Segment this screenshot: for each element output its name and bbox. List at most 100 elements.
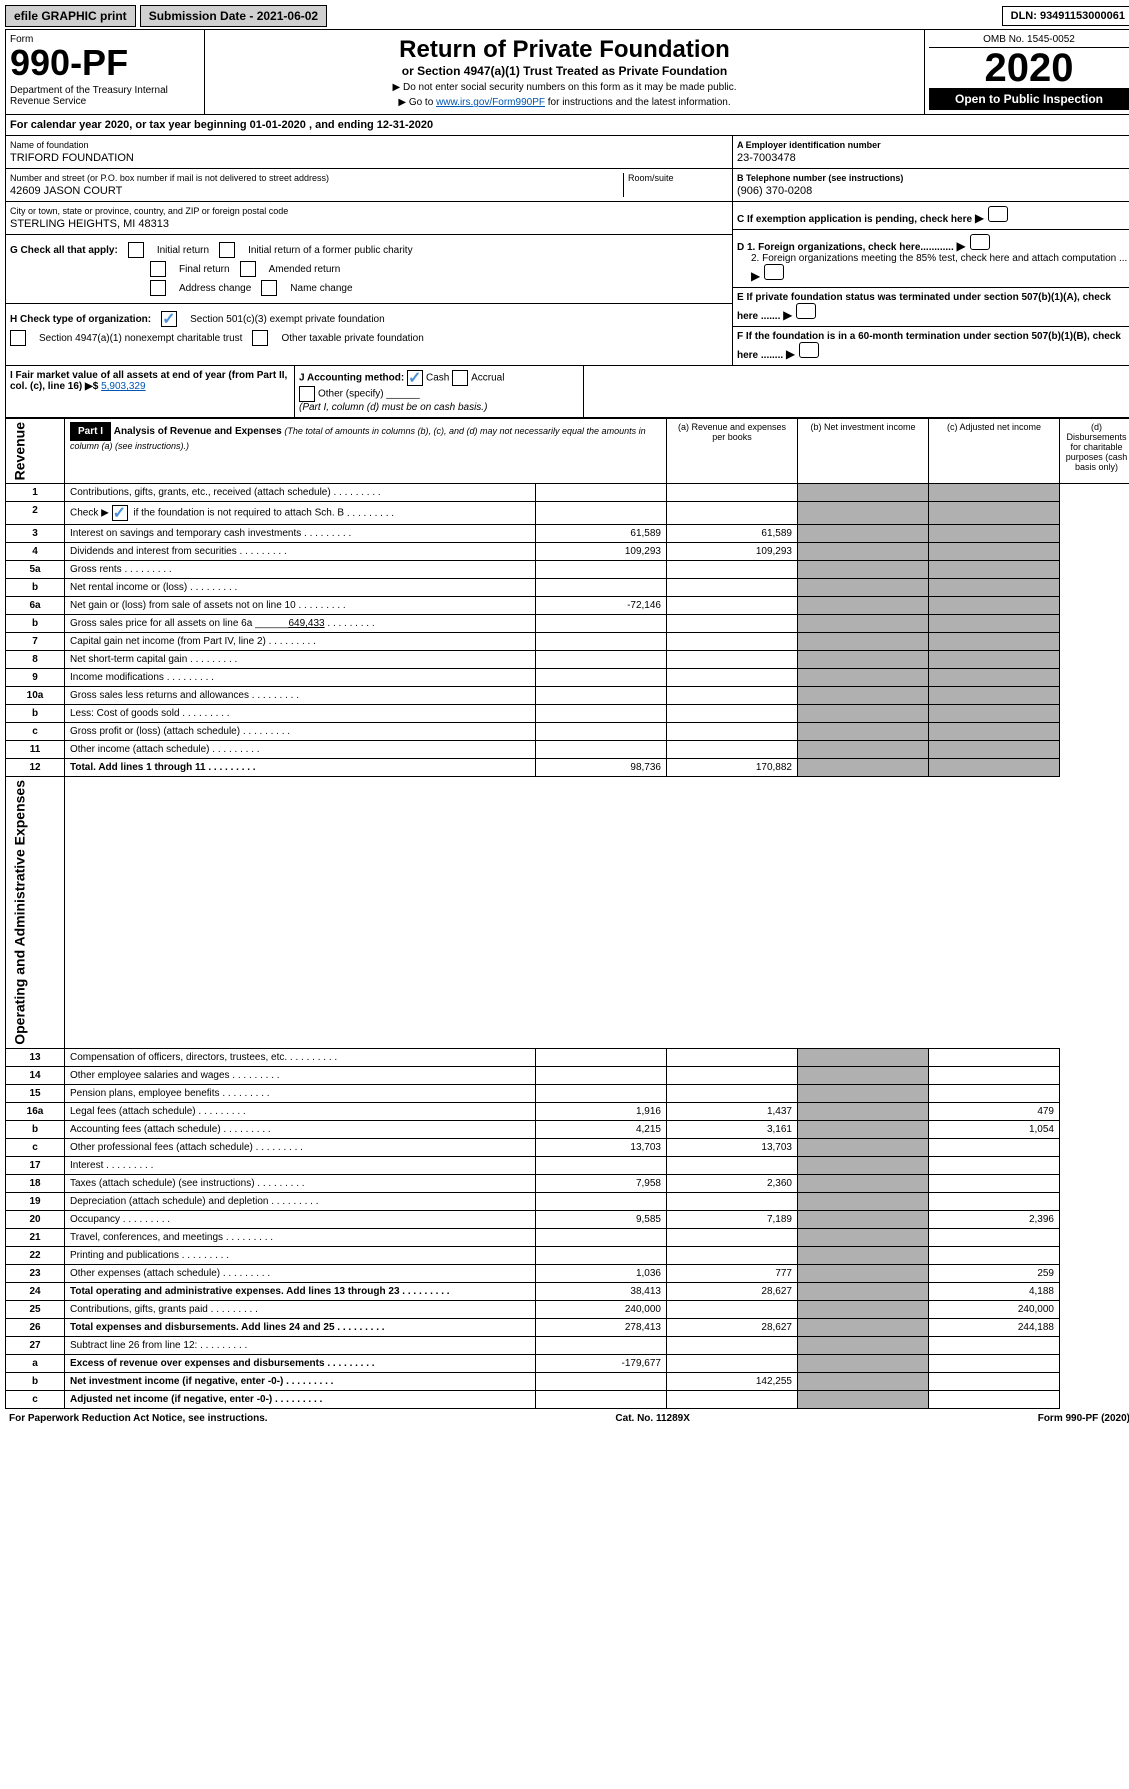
table-row: 13Compensation of officers, directors, t… xyxy=(6,1049,1129,1067)
irs-link[interactable]: www.irs.gov/Form990PF xyxy=(436,97,545,108)
table-row: 17Interest xyxy=(6,1157,1129,1175)
cb-accrual[interactable] xyxy=(452,370,468,386)
room-lbl: Room/suite xyxy=(628,173,728,183)
cb-e[interactable] xyxy=(796,303,816,319)
cb-other-tax[interactable] xyxy=(252,330,268,346)
dln: DLN: 93491153000061 xyxy=(1002,6,1129,26)
col-d: (d) Disbursements for charitable purpose… xyxy=(1060,419,1129,484)
name-lbl: Name of foundation xyxy=(10,140,728,150)
table-row: bGross sales price for all assets on lin… xyxy=(6,615,1129,633)
cb-addrchg[interactable] xyxy=(150,280,166,296)
col-b: (b) Net investment income xyxy=(798,419,929,484)
subdate-btn: Submission Date - 2021-06-02 xyxy=(140,5,327,27)
table-row: 14Other employee salaries and wages xyxy=(6,1067,1129,1085)
city-lbl: City or town, state or province, country… xyxy=(10,206,728,216)
form-number: 990-PF xyxy=(10,45,200,81)
table-row: aExcess of revenue over expenses and dis… xyxy=(6,1355,1129,1373)
cb-4947[interactable] xyxy=(10,330,26,346)
ein-lbl: A Employer identification number xyxy=(737,140,1129,150)
j-o3: Other (specify) xyxy=(318,389,384,400)
table-row: 5aGross rents xyxy=(6,561,1129,579)
table-row: 20Occupancy9,5857,1892,396 xyxy=(6,1211,1129,1229)
table-row: 21Travel, conferences, and meetings xyxy=(6,1229,1129,1247)
cb-other-acct[interactable] xyxy=(299,386,315,402)
e-lbl: E If private foundation status was termi… xyxy=(737,292,1111,322)
col-c: (c) Adjusted net income xyxy=(929,419,1060,484)
cb-initial-former[interactable] xyxy=(219,242,235,258)
table-row: 7Capital gain net income (from Part IV, … xyxy=(6,633,1129,651)
cb-namechg[interactable] xyxy=(261,280,277,296)
g-o3: Final return xyxy=(179,264,230,275)
d2: 2. Foreign organizations meeting the 85%… xyxy=(751,253,1127,264)
addr: 42609 JASON COURT xyxy=(10,185,623,197)
open-public: Open to Public Inspection xyxy=(929,88,1129,110)
g-o6: Name change xyxy=(290,283,352,294)
col-a: (a) Revenue and expenses per books xyxy=(667,419,798,484)
j-lbl: J Accounting method: xyxy=(299,373,404,384)
footer-l: For Paperwork Reduction Act Notice, see … xyxy=(9,1413,268,1424)
table-row: 6aNet gain or (loss) from sale of assets… xyxy=(6,597,1129,615)
table-row: bNet investment income (if negative, ent… xyxy=(6,1373,1129,1391)
cb-initial[interactable] xyxy=(128,242,144,258)
cb-c[interactable] xyxy=(988,206,1008,222)
tel-lbl: B Telephone number (see instructions) xyxy=(737,173,1129,183)
h-o1: Section 501(c)(3) exempt private foundat… xyxy=(190,314,385,325)
table-row: bNet rental income or (loss) xyxy=(6,579,1129,597)
part1-title: Analysis of Revenue and Expenses xyxy=(114,426,282,437)
table-row: 11Other income (attach schedule) xyxy=(6,741,1129,759)
revenue-lbl: Revenue xyxy=(6,419,65,484)
tel: (906) 370-0208 xyxy=(737,185,1129,197)
title: Return of Private Foundation xyxy=(211,36,918,64)
table-row: 22Printing and publications xyxy=(6,1247,1129,1265)
table-row: 16aLegal fees (attach schedule)1,9161,43… xyxy=(6,1103,1129,1121)
note3: for instructions and the latest informat… xyxy=(545,97,731,108)
footer-r: Form 990-PF (2020) xyxy=(1038,1413,1129,1424)
table-row: 4Dividends and interest from securities1… xyxy=(6,543,1129,561)
cb-cash[interactable] xyxy=(407,370,423,386)
subtitle: or Section 4947(a)(1) Trust Treated as P… xyxy=(211,64,918,78)
c-lbl: C If exemption application is pending, c… xyxy=(737,214,972,225)
table-row: 27Subtract line 26 from line 12: xyxy=(6,1337,1129,1355)
table-row: 9Income modifications xyxy=(6,669,1129,687)
cb-501c3[interactable] xyxy=(161,311,177,327)
g-o2: Initial return of a former public charit… xyxy=(248,245,413,256)
h-o3: Other taxable private foundation xyxy=(281,333,423,344)
table-row: 10aGross sales less returns and allowanc… xyxy=(6,687,1129,705)
calendar-row: For calendar year 2020, or tax year begi… xyxy=(5,115,1129,136)
g-o1: Initial return xyxy=(157,245,209,256)
table-row: 12Total. Add lines 1 through 1198,736170… xyxy=(6,759,1129,777)
table-row: bAccounting fees (attach schedule)4,2153… xyxy=(6,1121,1129,1139)
cb-final[interactable] xyxy=(150,261,166,277)
table-row: 26Total expenses and disbursements. Add … xyxy=(6,1319,1129,1337)
table-row: 23Other expenses (attach schedule)1,0367… xyxy=(6,1265,1129,1283)
cb-f[interactable] xyxy=(799,342,819,358)
table-row: 15Pension plans, employee benefits xyxy=(6,1085,1129,1103)
j-o1: Cash xyxy=(426,373,449,384)
i-lbl: I Fair market value of all assets at end… xyxy=(10,370,287,392)
table-row: 2Check ▶ if the foundation is not requir… xyxy=(6,502,1129,525)
dept: Department of the Treasury Internal Reve… xyxy=(10,85,200,107)
h-o2: Section 4947(a)(1) nonexempt charitable … xyxy=(39,333,242,344)
i-val[interactable]: 5,903,329 xyxy=(101,381,146,392)
table-row: bLess: Cost of goods sold xyxy=(6,705,1129,723)
table-row: 3Interest on savings and temporary cash … xyxy=(6,525,1129,543)
cb-amended[interactable] xyxy=(240,261,256,277)
cb-d1[interactable] xyxy=(970,234,990,250)
g-lbl: G Check all that apply: xyxy=(10,245,118,256)
table-row: 19Depreciation (attach schedule) and dep… xyxy=(6,1193,1129,1211)
table-row: cOther professional fees (attach schedul… xyxy=(6,1139,1129,1157)
cb-d2[interactable] xyxy=(764,264,784,280)
d1: D 1. Foreign organizations, check here..… xyxy=(737,242,954,253)
efile-btn[interactable]: efile GRAPHIC print xyxy=(5,5,136,27)
table-row: 25Contributions, gifts, grants paid240,0… xyxy=(6,1301,1129,1319)
table-row: cGross profit or (loss) (attach schedule… xyxy=(6,723,1129,741)
exp-lbl: Operating and Administrative Expenses xyxy=(6,777,65,1049)
addr-lbl: Number and street (or P.O. box number if… xyxy=(10,173,623,183)
city: STERLING HEIGHTS, MI 48313 xyxy=(10,218,728,230)
part1-hdr: Part I xyxy=(70,422,111,441)
note2: ▶ Go to xyxy=(398,97,436,108)
j-note: (Part I, column (d) must be on cash basi… xyxy=(299,402,487,413)
note1: ▶ Do not enter social security numbers o… xyxy=(211,82,918,93)
footer-c: Cat. No. 11289X xyxy=(615,1413,689,1424)
foundation-name: TRIFORD FOUNDATION xyxy=(10,152,728,164)
